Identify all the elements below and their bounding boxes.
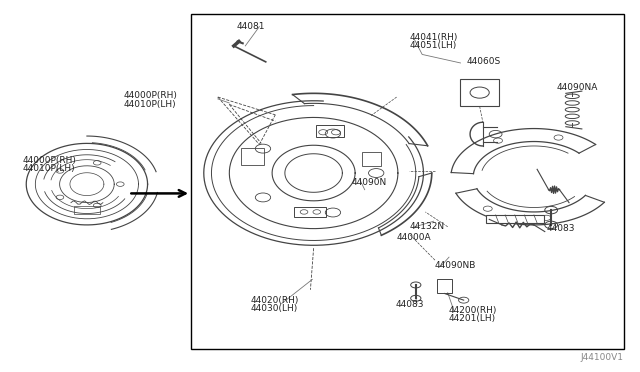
Text: 44020(RH): 44020(RH) [251,296,300,305]
Text: 44083: 44083 [547,224,575,233]
Text: 44090N: 44090N [352,178,387,187]
Text: 44010P(LH): 44010P(LH) [23,164,76,173]
Bar [461,78,499,106]
Text: 44081: 44081 [237,22,266,31]
Text: 44041(RH): 44041(RH) [410,33,458,42]
Text: 44201(LH): 44201(LH) [449,314,496,323]
Bar [437,279,452,294]
Text: 44000P(RH): 44000P(RH) [23,155,77,164]
Text: 44060S: 44060S [467,57,501,66]
Text: 44010P(LH): 44010P(LH) [124,100,176,109]
Bar [294,207,326,217]
Bar [191,14,624,349]
Bar [362,151,381,166]
Text: 44132N: 44132N [410,222,445,231]
Bar [486,215,543,223]
Text: 44090NA: 44090NA [556,83,598,92]
Text: J44100V1: J44100V1 [580,353,623,362]
Text: 44051(LH): 44051(LH) [410,41,457,51]
Text: 44083: 44083 [396,300,424,309]
Bar [316,125,344,137]
Bar [74,206,100,214]
Text: 44030(LH): 44030(LH) [251,304,298,313]
Text: 44200(RH): 44200(RH) [449,306,497,315]
Text: 44000A: 44000A [397,233,431,243]
Text: 44000P(RH): 44000P(RH) [124,91,177,100]
Text: 44090NB: 44090NB [435,261,476,270]
Bar [241,148,264,164]
